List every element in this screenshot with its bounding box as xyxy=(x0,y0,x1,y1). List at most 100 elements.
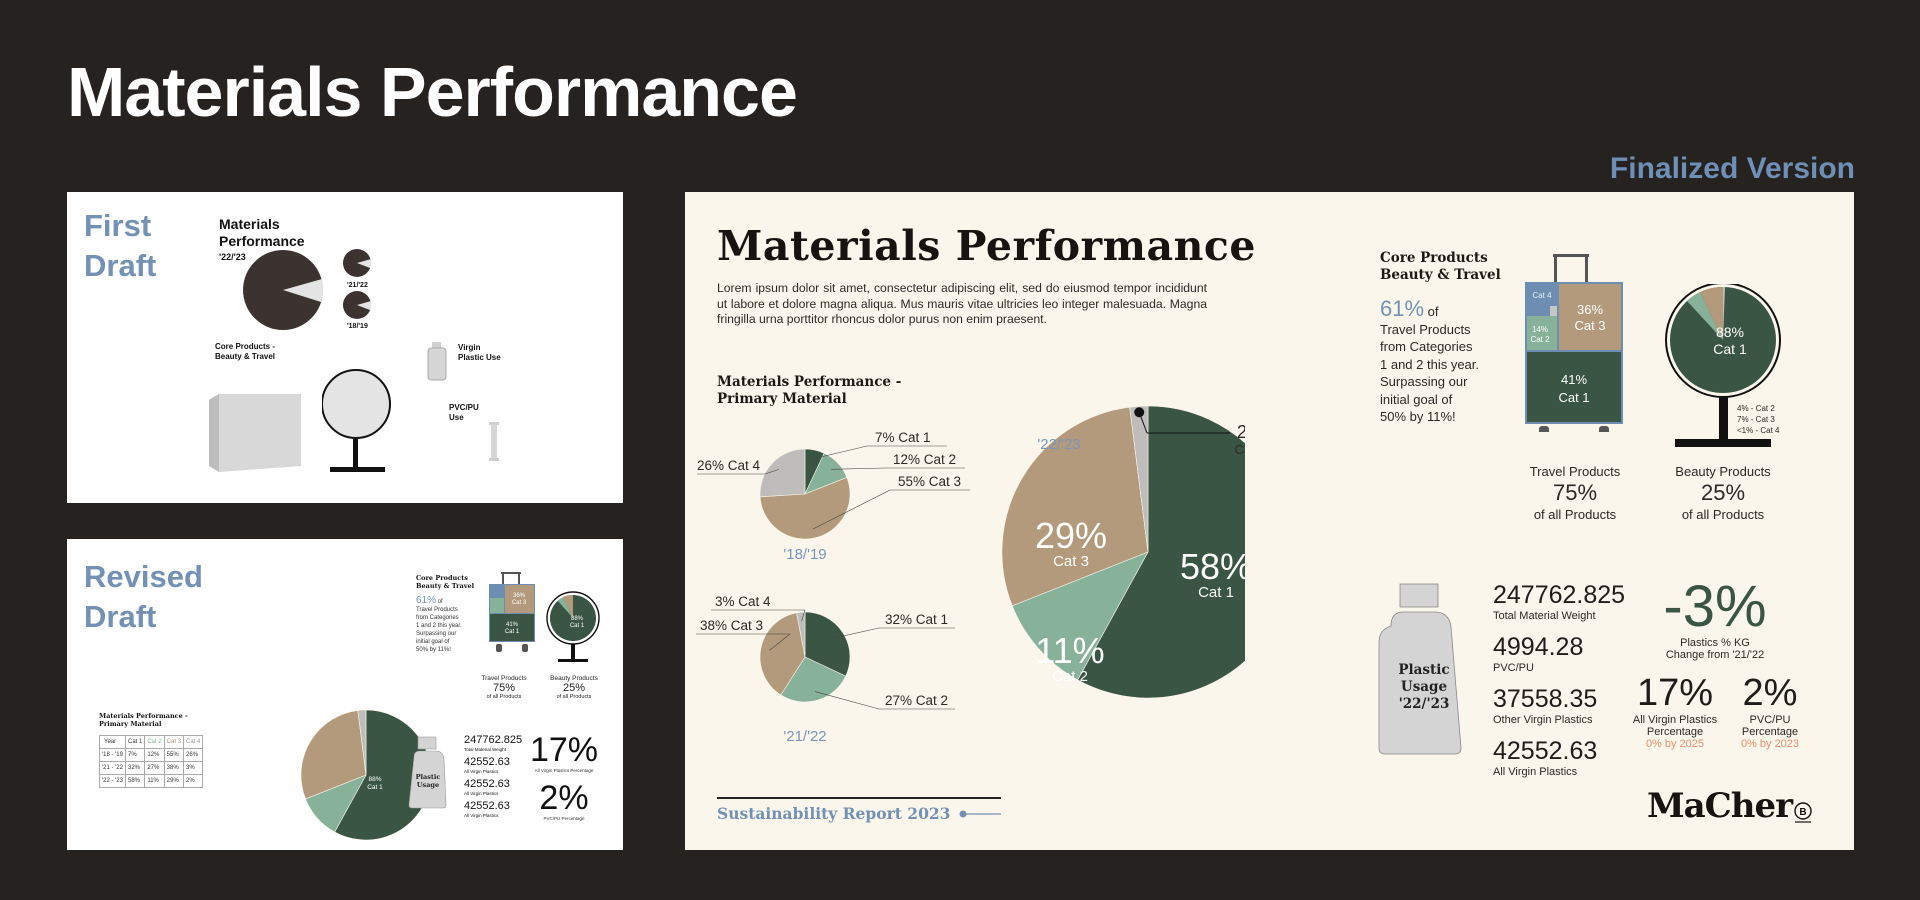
final-pvc-label-line2: Percentage xyxy=(1741,726,1799,738)
revised-suitcase-cat3-pct: 36% xyxy=(513,593,526,599)
first-draft-virgin-label: Virgin Plastic Use xyxy=(458,343,501,363)
pie-label: 27% Cat 2 xyxy=(885,693,948,708)
final-suitcase-handle-left xyxy=(1554,254,1557,282)
revised-big2-value: 2% xyxy=(539,779,589,817)
final-bottle-label-line1: Plastic xyxy=(1398,662,1450,678)
table-cell: 26% xyxy=(183,748,204,762)
final-mirror-cat4 xyxy=(1723,286,1725,340)
leader-line xyxy=(769,633,791,651)
pie-year-label: '22/'23 xyxy=(1037,436,1080,453)
final-stat-1-value: 247762.825 xyxy=(1493,581,1626,609)
first-draft-small-pie-a xyxy=(343,249,372,277)
revised-bottle-cap xyxy=(417,736,437,750)
revised-stat-4: 42552.63 All Virgin Plastics xyxy=(464,801,522,819)
final-travel-desc-line2: from Categories xyxy=(1380,339,1473,354)
table-row: '18 - '19 7% 12% 55% 26% xyxy=(99,748,204,762)
revised-draft-label-line2: Draft xyxy=(84,599,157,634)
finalized-panel[interactable]: Materials Performance Lorem ipsum dolor … xyxy=(685,192,1854,850)
first-draft-mirror-glass xyxy=(322,369,391,439)
final-suitcase-cat3 xyxy=(1559,284,1621,350)
first-draft-small-pie-b xyxy=(343,291,372,319)
revised-mirror-stand xyxy=(571,644,575,660)
revised-table-header-year: Year xyxy=(99,735,126,749)
final-core-title-line2: Beauty & Travel xyxy=(1380,267,1501,283)
first-draft-bottle-body xyxy=(427,347,447,381)
first-draft-bottle-icon xyxy=(427,342,447,381)
revised-stat-4-label: All Virgin Plastics xyxy=(464,813,499,818)
pie-big-cat: Cat 2 xyxy=(1052,668,1088,685)
pie-slice-cat-3 xyxy=(1001,406,1149,607)
revised-travel-desc-line3: 1 and 2 this year. xyxy=(416,623,462,629)
pie-big-pct: 2% xyxy=(1237,422,1245,442)
revised-travel-desc-line6: 50% by 11%! xyxy=(416,647,451,653)
final-virgin-pct: 17% xyxy=(1636,672,1714,714)
final-travel-desc: 61% of Travel Products from Categories 1… xyxy=(1380,298,1480,426)
final-stat-2-value: 4994.28 xyxy=(1493,633,1584,661)
table-cell: 58% xyxy=(124,774,146,788)
revised-travel-block: Travel Products 75% of all Products xyxy=(474,675,534,700)
revised-beauty-block: Beauty Products 25% of all Products xyxy=(544,675,604,700)
final-suitcase-cat2 xyxy=(1527,316,1557,350)
leader-line xyxy=(812,445,868,460)
first-draft-year-main: '22/'23 xyxy=(219,252,246,262)
pie-big-cat: Cat 3 xyxy=(1053,553,1089,570)
footer-dot xyxy=(959,810,967,818)
revised-suitcase-cat3 xyxy=(505,585,534,613)
macher-logo: MaCher xyxy=(1647,786,1793,826)
leader-line xyxy=(814,691,880,710)
pie-label: 3% Cat 4 xyxy=(715,594,771,609)
final-suitcase-cat4-small xyxy=(1550,306,1557,316)
pie-slice-cat-3 xyxy=(759,477,851,540)
final-mirror-label: Cat 1 xyxy=(1713,341,1747,357)
final-virgin-target: 0% by 2025 xyxy=(1645,738,1705,750)
final-suitcase-icon: Cat 4 36% Cat 3 14% Cat 2 41% Cat 1 xyxy=(1525,254,1623,432)
revised-suitcase-handle-top xyxy=(501,572,521,574)
revised-travel-label: Travel Products xyxy=(481,675,527,682)
revised-stat-1-label: Total Material Weight xyxy=(464,747,506,752)
final-bottle-label-line3: '22/'23 xyxy=(1398,696,1450,712)
revised-mirror-pct: 88% xyxy=(571,616,584,622)
pie-year-label: '21/'22 xyxy=(783,728,826,745)
revised-table-header-cat2: Cat 2 xyxy=(144,735,165,749)
final-suitcase-cat4-label: Cat 4 xyxy=(1532,291,1552,300)
first-draft-virgin-label-line1: Virgin xyxy=(458,343,481,352)
pie-big-cat: Cat 4 xyxy=(1234,442,1245,457)
revised-travel-desc-line1: Travel Products xyxy=(416,607,458,613)
revised-big2: 2% PVC/PU Percentage xyxy=(529,780,599,821)
pie-slice-cat-1 xyxy=(1077,405,1245,699)
revised-draft-panel[interactable]: Revised Draft Core Products Beauty & Tra… xyxy=(67,539,623,850)
first-draft-label-line1: First xyxy=(84,208,152,243)
final-virgin-label-line1: All Virgin Plastics xyxy=(1632,714,1718,726)
final-stat-3-value: 37558.35 xyxy=(1493,685,1598,713)
first-draft-title: Materials Performance xyxy=(219,216,305,250)
footer-label: Sustainability Report 2023 xyxy=(717,804,951,823)
revised-mirror-base xyxy=(558,659,588,662)
revised-table-header: Year Cat 1 Cat 2 Cat 3 Cat 4 xyxy=(99,735,204,749)
revised-table-title: Materials Performance - Primary Material xyxy=(99,712,188,728)
revised-big2-label: PVC/PU Percentage xyxy=(543,816,585,821)
revised-suitcase-cat1 xyxy=(490,614,534,641)
pie-slice-cat-4 xyxy=(357,709,367,776)
final-pvc-pct: 2% xyxy=(1742,672,1798,714)
final-travel-block: Travel Products 75% of all Products xyxy=(1520,464,1630,522)
final-beauty-pct: 25% xyxy=(1700,480,1746,505)
final-pie-charts: 7% Cat 1 12% Cat 2 55% Cat 3 26% Cat 4 '18/'… xyxy=(696,405,1245,745)
revised-pie-cat: Cat 1 xyxy=(367,784,383,791)
leader-line xyxy=(764,469,779,475)
first-draft-panel[interactable]: First Draft Materials Performance '22/'2… xyxy=(67,192,623,503)
table-cell: 2% xyxy=(183,774,204,788)
leader-line xyxy=(831,467,886,470)
b-corp-icon: B xyxy=(1794,802,1812,823)
pie-slice-cat-3 xyxy=(300,710,367,800)
final-bottle-cap xyxy=(1399,583,1439,608)
final-change-label-line2: Change from '21/'22 xyxy=(1665,649,1765,661)
final-stat-3-label: Other Virgin Plastics xyxy=(1493,714,1593,726)
final-travel-pct: 75% xyxy=(1552,480,1598,505)
first-draft-pvc-label-line2: Use xyxy=(449,413,464,422)
final-suitcase-cat2-label: Cat 2 xyxy=(1530,335,1550,344)
final-suitcase-cat3-pct: 36% xyxy=(1577,302,1603,317)
table-row: '21 - '22 32% 27% 38% 3% xyxy=(99,761,204,775)
revised-pie-pct: 88% xyxy=(368,776,381,783)
table-cell: 11% xyxy=(144,774,165,788)
table-cell: '21 - '22 xyxy=(99,761,126,775)
